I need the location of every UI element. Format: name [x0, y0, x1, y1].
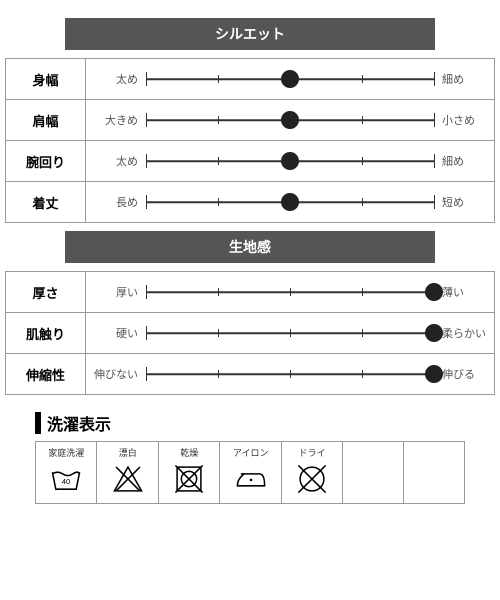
slider-right-label: 柔らかい	[438, 325, 488, 341]
slider-cell: 太め 細め	[86, 141, 495, 182]
slider-dot	[425, 365, 443, 383]
slider-dot	[281, 111, 299, 129]
slider-right-label: 伸びる	[438, 366, 488, 382]
slider-dot	[281, 152, 299, 170]
slider-right-label: 薄い	[438, 284, 488, 300]
slider-left-label: 伸びない	[92, 366, 142, 382]
slider-left-label: 太め	[92, 153, 142, 169]
section-header: シルエット	[65, 18, 435, 50]
row-label: 腕回り	[6, 141, 86, 182]
slider-left-label: 硬い	[92, 325, 142, 341]
slider-cell: 大きめ 小さめ	[86, 100, 495, 141]
row-label: 厚さ	[6, 272, 86, 313]
care-label: 漂白	[99, 446, 155, 459]
slider-right-label: 短め	[438, 194, 488, 210]
slider-cell: 厚い 薄い	[86, 272, 495, 313]
care-label: 乾燥	[161, 446, 217, 459]
slider-left-label: 大きめ	[92, 112, 142, 128]
slider-track	[146, 151, 434, 171]
slider-dot	[281, 193, 299, 211]
slider-dot	[425, 283, 443, 301]
slider-cell: 硬い 柔らかい	[86, 313, 495, 354]
care-section: 洗濯表示家庭洗濯 40 漂白乾燥アイロンドライ	[5, 411, 495, 504]
table-row: 着丈長め 短め	[6, 182, 495, 223]
iron-icon	[222, 461, 278, 497]
row-label: 身幅	[6, 59, 86, 100]
table-row: 肩幅大きめ 小さめ	[6, 100, 495, 141]
row-label: 伸縮性	[6, 354, 86, 395]
care-cell: 家庭洗濯 40	[36, 442, 97, 504]
title-bar-icon	[35, 412, 41, 434]
slider-right-label: 小さめ	[438, 112, 488, 128]
table-row: 身幅太め 細め	[6, 59, 495, 100]
svg-text:40: 40	[62, 477, 71, 486]
tumble-no-icon	[161, 461, 217, 497]
table-row: 厚さ厚い 薄い	[6, 272, 495, 313]
slider-dot	[281, 70, 299, 88]
slider-track	[146, 69, 434, 89]
care-table: 家庭洗濯 40 漂白乾燥アイロンドライ	[35, 441, 465, 504]
attribute-table: 厚さ厚い 薄い肌触り硬い 柔らかい伸縮性伸びない 伸びる	[5, 271, 495, 395]
care-label: 家庭洗濯	[38, 446, 94, 459]
slider-track	[146, 192, 434, 212]
slider-track	[146, 364, 434, 384]
slider-left-label: 長め	[92, 194, 142, 210]
slider-dot	[425, 324, 443, 342]
slider-left-label: 厚い	[92, 284, 142, 300]
care-label: ドライ	[284, 446, 340, 459]
row-label: 肩幅	[6, 100, 86, 141]
row-label: 肌触り	[6, 313, 86, 354]
table-row: 腕回り太め 細め	[6, 141, 495, 182]
slider-cell: 長め 短め	[86, 182, 495, 223]
care-cell: 漂白	[97, 442, 158, 504]
care-cell: アイロン	[220, 442, 281, 504]
row-label: 着丈	[6, 182, 86, 223]
wash40-icon: 40	[38, 461, 94, 497]
table-row: 伸縮性伸びない 伸びる	[6, 354, 495, 395]
slider-cell: 太め 細め	[86, 59, 495, 100]
care-blank-cell	[343, 442, 404, 504]
slider-left-label: 太め	[92, 71, 142, 87]
care-label: アイロン	[222, 446, 278, 459]
dry-no-icon	[284, 461, 340, 497]
care-title: 洗濯表示	[47, 411, 111, 435]
attribute-table: 身幅太め細め肩幅大きめ小さめ腕回り太め細め着丈長め短め	[5, 58, 495, 223]
slider-right-label: 細め	[438, 153, 488, 169]
care-blank-cell	[404, 442, 465, 504]
slider-track	[146, 110, 434, 130]
slider-right-label: 細め	[438, 71, 488, 87]
care-cell: 乾燥	[158, 442, 219, 504]
section-header: 生地感	[65, 231, 435, 263]
bleach-no-icon	[99, 461, 155, 497]
slider-cell: 伸びない 伸びる	[86, 354, 495, 395]
slider-track	[146, 282, 434, 302]
table-row: 肌触り硬い 柔らかい	[6, 313, 495, 354]
care-cell: ドライ	[281, 442, 342, 504]
slider-track	[146, 323, 434, 343]
